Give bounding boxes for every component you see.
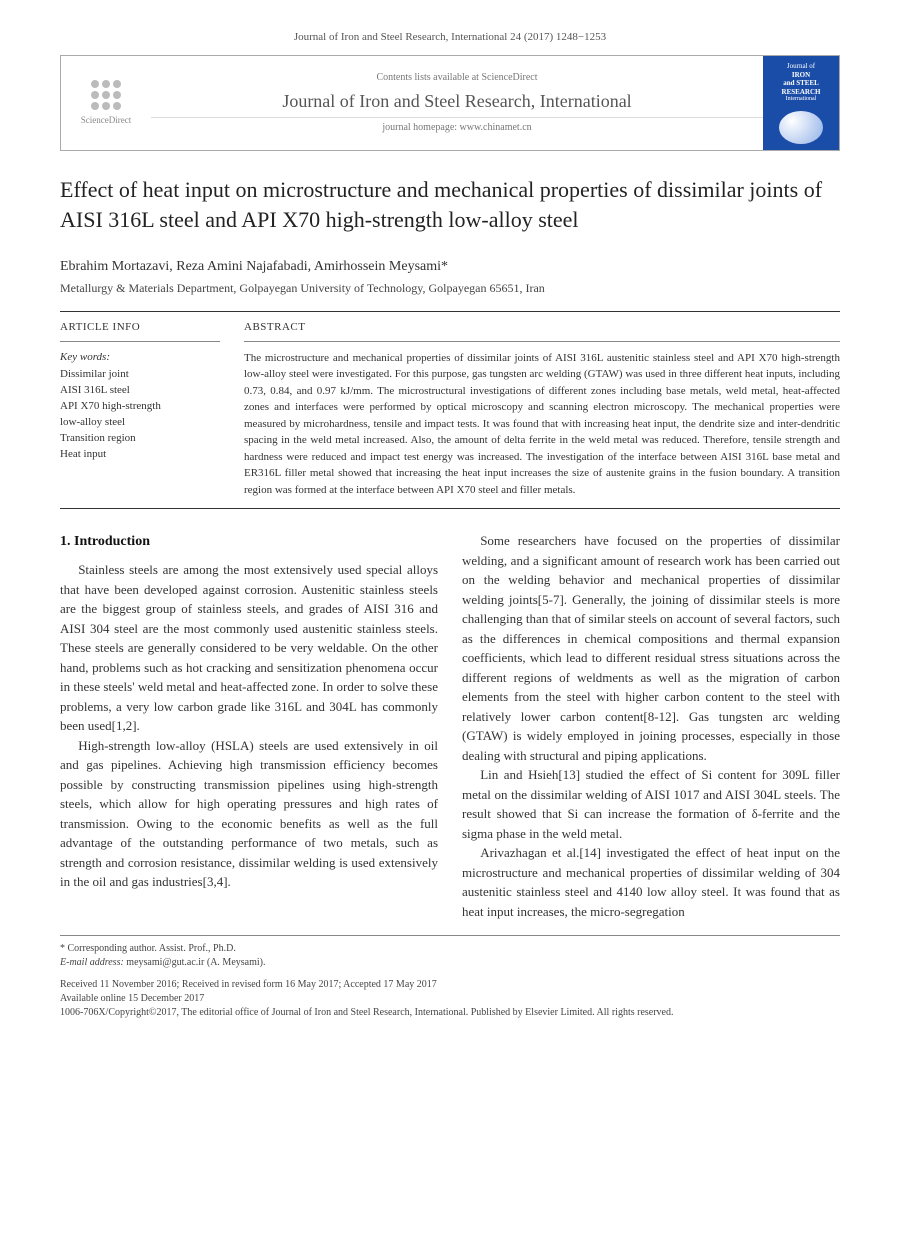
journal-title: Journal of Iron and Steel Research, Inte… [151, 89, 763, 114]
corresponding-author-footnote: * Corresponding author. Assist. Prof., P… [60, 935, 840, 970]
body-paragraph: Some researchers have focused on the pro… [462, 531, 840, 765]
contents-line: Contents lists available at ScienceDirec… [151, 71, 763, 85]
body-paragraph: Stainless steels are among the most exte… [60, 560, 438, 736]
keyword-item: AISI 316L steel [60, 383, 220, 399]
author-list: Ebrahim Mortazavi, Reza Amini Najafabadi… [60, 257, 840, 277]
body-paragraph: Arivazhagan et al.[14] investigated the … [462, 843, 840, 921]
article-dates: Received 11 November 2016; Received in r… [60, 978, 840, 1020]
running-head: Journal of Iron and Steel Research, Inte… [60, 30, 840, 45]
cover-line: Journal of [787, 62, 815, 70]
keyword-item: low-alloy steel [60, 415, 220, 431]
abstract-heading: ABSTRACT [244, 320, 840, 341]
online-line: Available online 15 December 2017 [60, 992, 840, 1006]
journal-cover-thumbnail: Journal of IRON and STEEL RESEARCH Inter… [763, 56, 839, 150]
keyword-item: Dissimilar joint [60, 367, 220, 383]
corresponding-note: * Corresponding author. Assist. Prof., P… [60, 942, 840, 956]
email-label: E-mail address: [60, 957, 124, 968]
keyword-item: Heat input [60, 447, 220, 463]
keyword-item: API X70 high-strength [60, 399, 220, 415]
body-paragraph: High-strength low-alloy (HSLA) steels ar… [60, 736, 438, 892]
received-line: Received 11 November 2016; Received in r… [60, 978, 840, 992]
logo-label: ScienceDirect [81, 114, 131, 127]
copyright-line: 1006-706X/Copyright©2017, The editorial … [60, 1006, 840, 1020]
body-columns: 1. Introduction Stainless steels are amo… [60, 531, 840, 921]
abstract-text: The microstructure and mechanical proper… [244, 350, 840, 499]
article-info-box: ARTICLE INFO Key words: Dissimilar joint… [60, 312, 230, 508]
journal-center: Contents lists available at ScienceDirec… [151, 56, 763, 150]
cover-line: and STEEL [783, 79, 819, 87]
section-heading: 1. Introduction [60, 531, 438, 552]
journal-homepage: journal homepage: www.chinamet.cn [151, 117, 763, 135]
info-abstract-row: ARTICLE INFO Key words: Dissimilar joint… [60, 311, 840, 509]
email-address: meysami@gut.ac.ir (A. Meysami). [126, 957, 265, 968]
article-title: Effect of heat input on microstructure a… [60, 175, 840, 234]
abstract-box: ABSTRACT The microstructure and mechanic… [230, 312, 840, 508]
affiliation: Metallurgy & Materials Department, Golpa… [60, 280, 840, 297]
keyword-item: Transition region [60, 431, 220, 447]
sciencedirect-logo: ScienceDirect [61, 56, 151, 150]
cover-line: IRON [792, 71, 810, 79]
logo-dots [91, 80, 121, 110]
journal-header: ScienceDirect Contents lists available a… [60, 55, 840, 151]
article-info-heading: ARTICLE INFO [60, 320, 220, 341]
cover-line: International [786, 96, 817, 103]
keywords-label: Key words: [60, 350, 220, 365]
body-paragraph: Lin and Hsieh[13] studied the effect of … [462, 765, 840, 843]
cover-graphic [779, 111, 823, 144]
keywords-list: Dissimilar joint AISI 316L steel API X70… [60, 367, 220, 463]
cover-line: RESEARCH [782, 88, 821, 96]
email-line: E-mail address: meysami@gut.ac.ir (A. Me… [60, 956, 840, 970]
